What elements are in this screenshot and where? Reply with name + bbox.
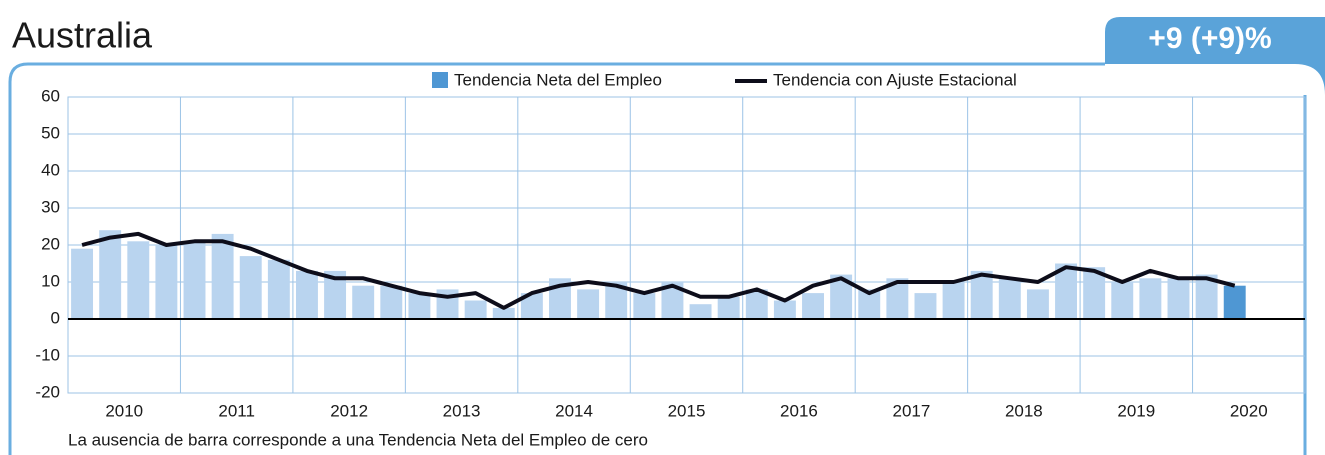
bar xyxy=(1055,263,1077,319)
bar xyxy=(1223,285,1246,319)
bar xyxy=(352,285,375,319)
bar xyxy=(211,233,234,319)
bar xyxy=(492,307,515,319)
x-tick-label: 2020 xyxy=(1230,401,1268,420)
y-tick-label: 40 xyxy=(41,160,60,179)
x-tick-label: 2019 xyxy=(1117,401,1155,420)
bar xyxy=(324,270,347,319)
x-tick-label: 2011 xyxy=(218,401,255,420)
bar xyxy=(99,230,122,319)
bar xyxy=(998,278,1021,319)
x-tick-label: 2013 xyxy=(443,401,481,420)
line xyxy=(81,231,1236,310)
bar xyxy=(239,256,262,319)
bar xyxy=(577,289,600,319)
x-tick-label: 2015 xyxy=(668,401,706,420)
bar xyxy=(267,259,290,319)
bar xyxy=(1026,289,1049,319)
x-tick-label: 2018 xyxy=(1005,401,1043,420)
note: La ausencia de barra corresponde a una T… xyxy=(68,430,648,449)
x-tick-label: 2016 xyxy=(780,401,818,420)
x-tick-label: 2010 xyxy=(105,401,143,420)
bar xyxy=(830,274,853,319)
y-tick-label: -10 xyxy=(35,345,60,364)
legend-swatch xyxy=(432,72,448,88)
bar xyxy=(127,241,150,319)
bar xyxy=(183,241,206,319)
bar xyxy=(520,293,543,319)
bar xyxy=(689,304,712,319)
bar xyxy=(1083,267,1106,319)
bar xyxy=(1139,278,1162,319)
y-tick-label: -20 xyxy=(35,382,60,401)
bar xyxy=(1167,278,1190,319)
bar xyxy=(1195,274,1218,319)
bar xyxy=(408,293,431,319)
bar xyxy=(886,278,909,319)
bar xyxy=(717,296,740,319)
bar xyxy=(380,285,403,319)
chart-title: Australia xyxy=(12,15,153,56)
bar xyxy=(1111,282,1134,319)
bar xyxy=(802,293,824,319)
legend-label: Tendencia Neta del Empleo xyxy=(454,70,662,89)
legend-label: Tendencia con Ajuste Estacional xyxy=(773,70,1017,89)
bar xyxy=(773,300,796,319)
y-tick-label: 0 xyxy=(51,308,60,327)
bar xyxy=(942,282,965,319)
y-tick-label: 30 xyxy=(41,197,60,216)
x-tick-label: 2017 xyxy=(892,401,930,420)
y-tick-label: 10 xyxy=(41,271,60,290)
bar xyxy=(155,245,178,319)
bar xyxy=(970,270,993,319)
x-tick-label: 2014 xyxy=(555,401,593,420)
bar xyxy=(605,282,628,319)
bar xyxy=(296,270,318,319)
x-tick-label: 2012 xyxy=(330,401,368,420)
bar xyxy=(914,293,937,319)
bar xyxy=(633,293,656,319)
bar xyxy=(661,282,684,319)
y-tick-label: 60 xyxy=(41,86,60,105)
bar xyxy=(464,300,487,319)
y-tick-label: 50 xyxy=(41,123,60,142)
bar xyxy=(858,289,881,319)
bar xyxy=(745,289,768,319)
bar xyxy=(71,248,94,319)
badge: +9 (+9)% xyxy=(1148,22,1271,55)
badge-box xyxy=(1105,17,1325,95)
y-tick-label: 20 xyxy=(41,234,60,253)
